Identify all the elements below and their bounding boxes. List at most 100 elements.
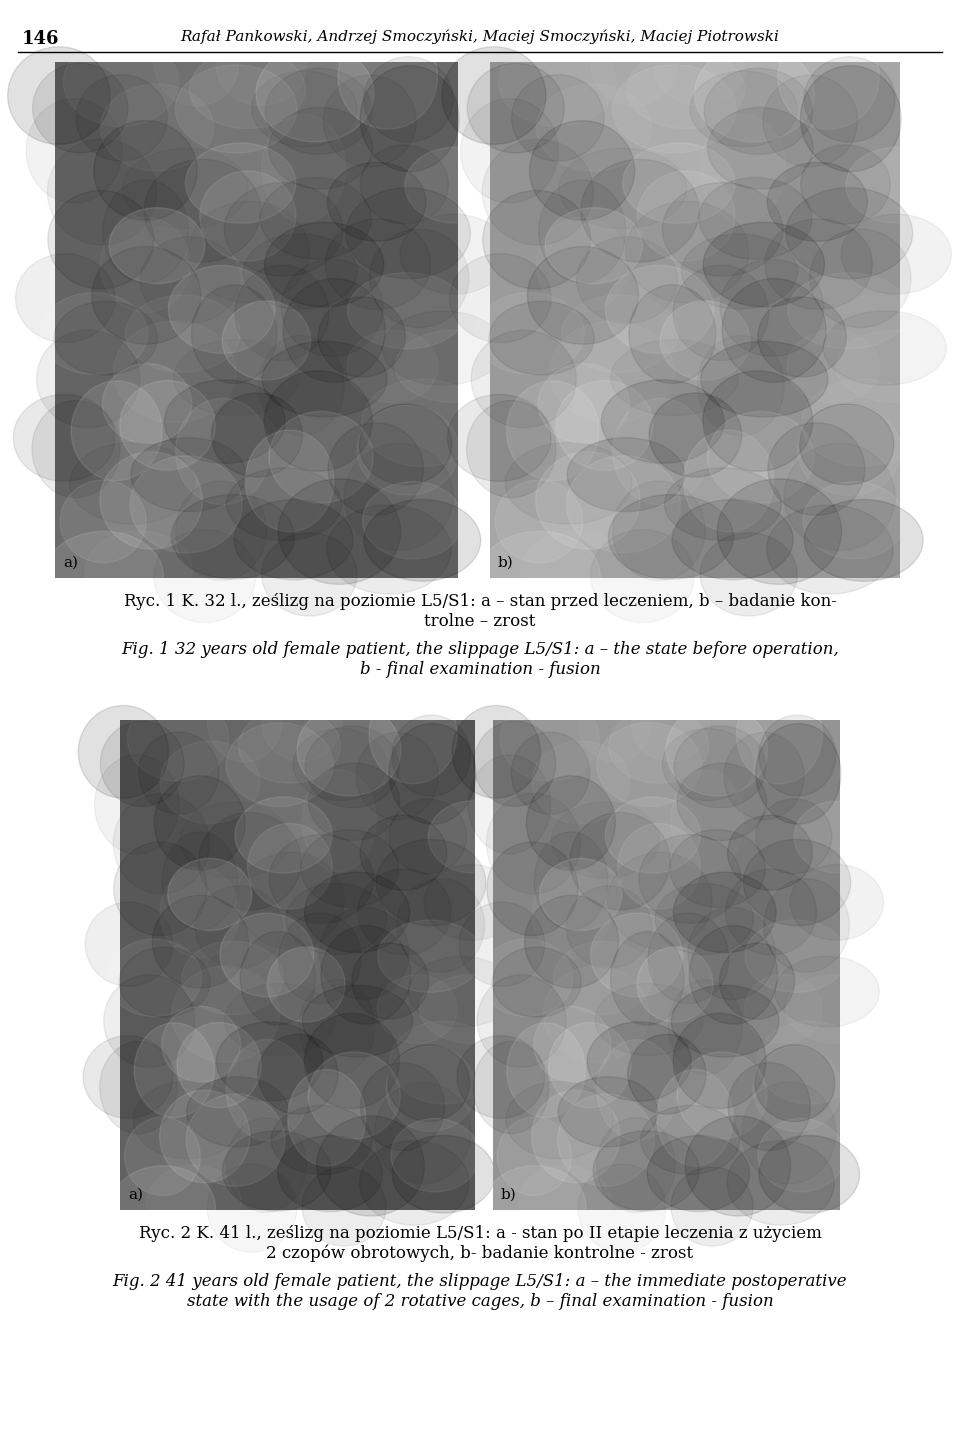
Ellipse shape [235,796,332,873]
Ellipse shape [724,733,804,819]
Ellipse shape [703,223,825,306]
Ellipse shape [265,223,384,306]
Ellipse shape [76,75,167,162]
Ellipse shape [168,858,252,931]
Ellipse shape [392,715,470,796]
Ellipse shape [759,1136,859,1212]
Ellipse shape [305,725,399,808]
Ellipse shape [662,182,783,276]
Ellipse shape [308,1052,400,1139]
Ellipse shape [94,121,197,220]
Ellipse shape [119,946,210,1017]
Ellipse shape [664,468,781,540]
Ellipse shape [120,380,215,470]
Ellipse shape [376,840,486,926]
Ellipse shape [361,1062,444,1150]
Ellipse shape [159,1090,250,1182]
Ellipse shape [36,331,140,428]
Ellipse shape [338,25,438,129]
Ellipse shape [729,1062,810,1150]
Ellipse shape [360,65,459,172]
Ellipse shape [139,733,219,814]
Ellipse shape [85,902,173,987]
Ellipse shape [790,864,883,941]
Ellipse shape [283,279,385,383]
Ellipse shape [155,776,245,870]
Ellipse shape [768,423,865,516]
Ellipse shape [370,228,468,328]
Ellipse shape [269,835,373,923]
Ellipse shape [189,51,305,129]
Ellipse shape [109,208,204,283]
Ellipse shape [260,178,372,259]
Ellipse shape [264,371,372,471]
Ellipse shape [720,259,824,357]
Ellipse shape [397,879,485,972]
Text: state with the usage of 2 rotative cages, b – final examination - fusion: state with the usage of 2 rotative cages… [186,1293,774,1311]
Ellipse shape [609,708,708,783]
Ellipse shape [581,159,699,262]
Ellipse shape [164,380,285,464]
Ellipse shape [545,208,642,283]
Ellipse shape [477,975,566,1068]
Ellipse shape [326,504,451,594]
Ellipse shape [356,733,439,819]
Ellipse shape [566,455,681,553]
Ellipse shape [708,107,813,189]
Ellipse shape [720,944,795,1019]
Ellipse shape [699,178,812,259]
Ellipse shape [286,883,386,955]
Ellipse shape [162,1006,241,1082]
Ellipse shape [703,371,812,471]
Ellipse shape [495,480,583,562]
Ellipse shape [648,913,729,1003]
Ellipse shape [107,939,202,1016]
Ellipse shape [467,400,556,497]
Ellipse shape [701,341,828,418]
Ellipse shape [640,1105,740,1175]
Ellipse shape [677,763,766,841]
Ellipse shape [757,1118,845,1192]
Ellipse shape [113,793,209,893]
Ellipse shape [660,301,750,380]
Ellipse shape [171,494,295,579]
Ellipse shape [617,824,701,909]
Ellipse shape [532,1090,620,1182]
Ellipse shape [489,301,594,374]
Ellipse shape [186,1077,289,1147]
Ellipse shape [352,944,428,1019]
Ellipse shape [492,946,581,1017]
Ellipse shape [558,1094,654,1186]
Ellipse shape [841,214,951,293]
Ellipse shape [673,1013,766,1108]
Ellipse shape [405,147,505,223]
Ellipse shape [507,1023,586,1117]
Ellipse shape [804,56,895,142]
Ellipse shape [134,1023,214,1117]
Ellipse shape [474,293,585,374]
Ellipse shape [728,815,812,890]
Ellipse shape [424,864,519,941]
Ellipse shape [674,725,766,808]
Ellipse shape [649,393,742,477]
Ellipse shape [536,452,640,549]
Ellipse shape [704,68,812,155]
Ellipse shape [168,266,276,354]
Ellipse shape [637,171,735,262]
Ellipse shape [764,879,850,972]
Ellipse shape [248,824,332,909]
Ellipse shape [176,65,297,153]
Ellipse shape [778,25,879,129]
Ellipse shape [677,1052,767,1139]
Ellipse shape [482,139,593,244]
Ellipse shape [130,455,242,553]
Ellipse shape [540,858,622,931]
Ellipse shape [794,801,880,873]
Ellipse shape [787,273,908,348]
Ellipse shape [266,68,372,155]
Ellipse shape [327,162,426,241]
Ellipse shape [694,45,814,142]
Ellipse shape [304,1013,399,1108]
Ellipse shape [612,399,708,504]
Ellipse shape [363,481,463,559]
